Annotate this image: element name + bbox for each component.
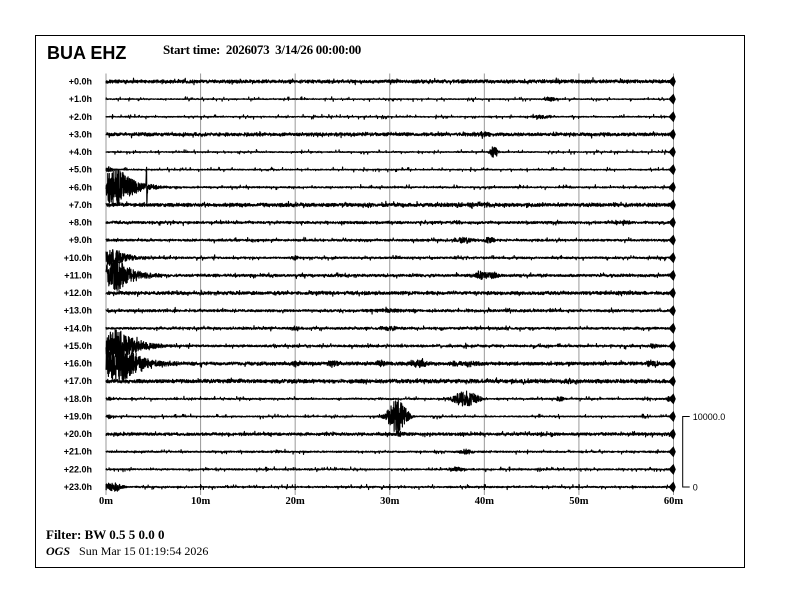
svg-text:40m: 40m <box>475 496 495 507</box>
svg-text:+0.0h: +0.0h <box>69 77 92 87</box>
svg-text:50m: 50m <box>569 496 589 507</box>
svg-text:+23.0h: +23.0h <box>64 482 92 492</box>
svg-text:20m: 20m <box>286 496 306 507</box>
svg-text:+4.0h: +4.0h <box>69 147 92 157</box>
svg-text:+14.0h: +14.0h <box>64 323 92 333</box>
svg-text:+5.0h: +5.0h <box>69 165 92 175</box>
svg-text:+12.0h: +12.0h <box>64 288 92 298</box>
svg-text:10m: 10m <box>191 496 211 507</box>
svg-text:10000.0: 10000.0 <box>693 412 726 422</box>
svg-text:+13.0h: +13.0h <box>64 306 92 316</box>
svg-text:+11.0h: +11.0h <box>64 270 92 280</box>
svg-text:30m: 30m <box>380 496 400 507</box>
svg-text:+22.0h: +22.0h <box>64 464 92 474</box>
svg-text:+17.0h: +17.0h <box>64 376 92 386</box>
svg-text:+2.0h: +2.0h <box>69 112 92 122</box>
svg-text:+1.0h: +1.0h <box>69 94 92 104</box>
svg-text:+3.0h: +3.0h <box>69 129 92 139</box>
svg-text:+19.0h: +19.0h <box>64 411 92 421</box>
svg-text:+16.0h: +16.0h <box>64 359 92 369</box>
svg-text:+20.0h: +20.0h <box>64 429 92 439</box>
svg-text:0m: 0m <box>99 496 113 507</box>
svg-text:0: 0 <box>693 482 698 492</box>
svg-text:+21.0h: +21.0h <box>64 447 92 457</box>
svg-text:+10.0h: +10.0h <box>64 253 92 263</box>
svg-text:+15.0h: +15.0h <box>64 341 92 351</box>
svg-text:+18.0h: +18.0h <box>64 394 92 404</box>
svg-text:+9.0h: +9.0h <box>69 235 92 245</box>
svg-text:60m: 60m <box>664 496 684 507</box>
svg-text:+6.0h: +6.0h <box>69 182 92 192</box>
svg-text:+8.0h: +8.0h <box>69 218 92 228</box>
svg-text:+7.0h: +7.0h <box>69 200 92 210</box>
